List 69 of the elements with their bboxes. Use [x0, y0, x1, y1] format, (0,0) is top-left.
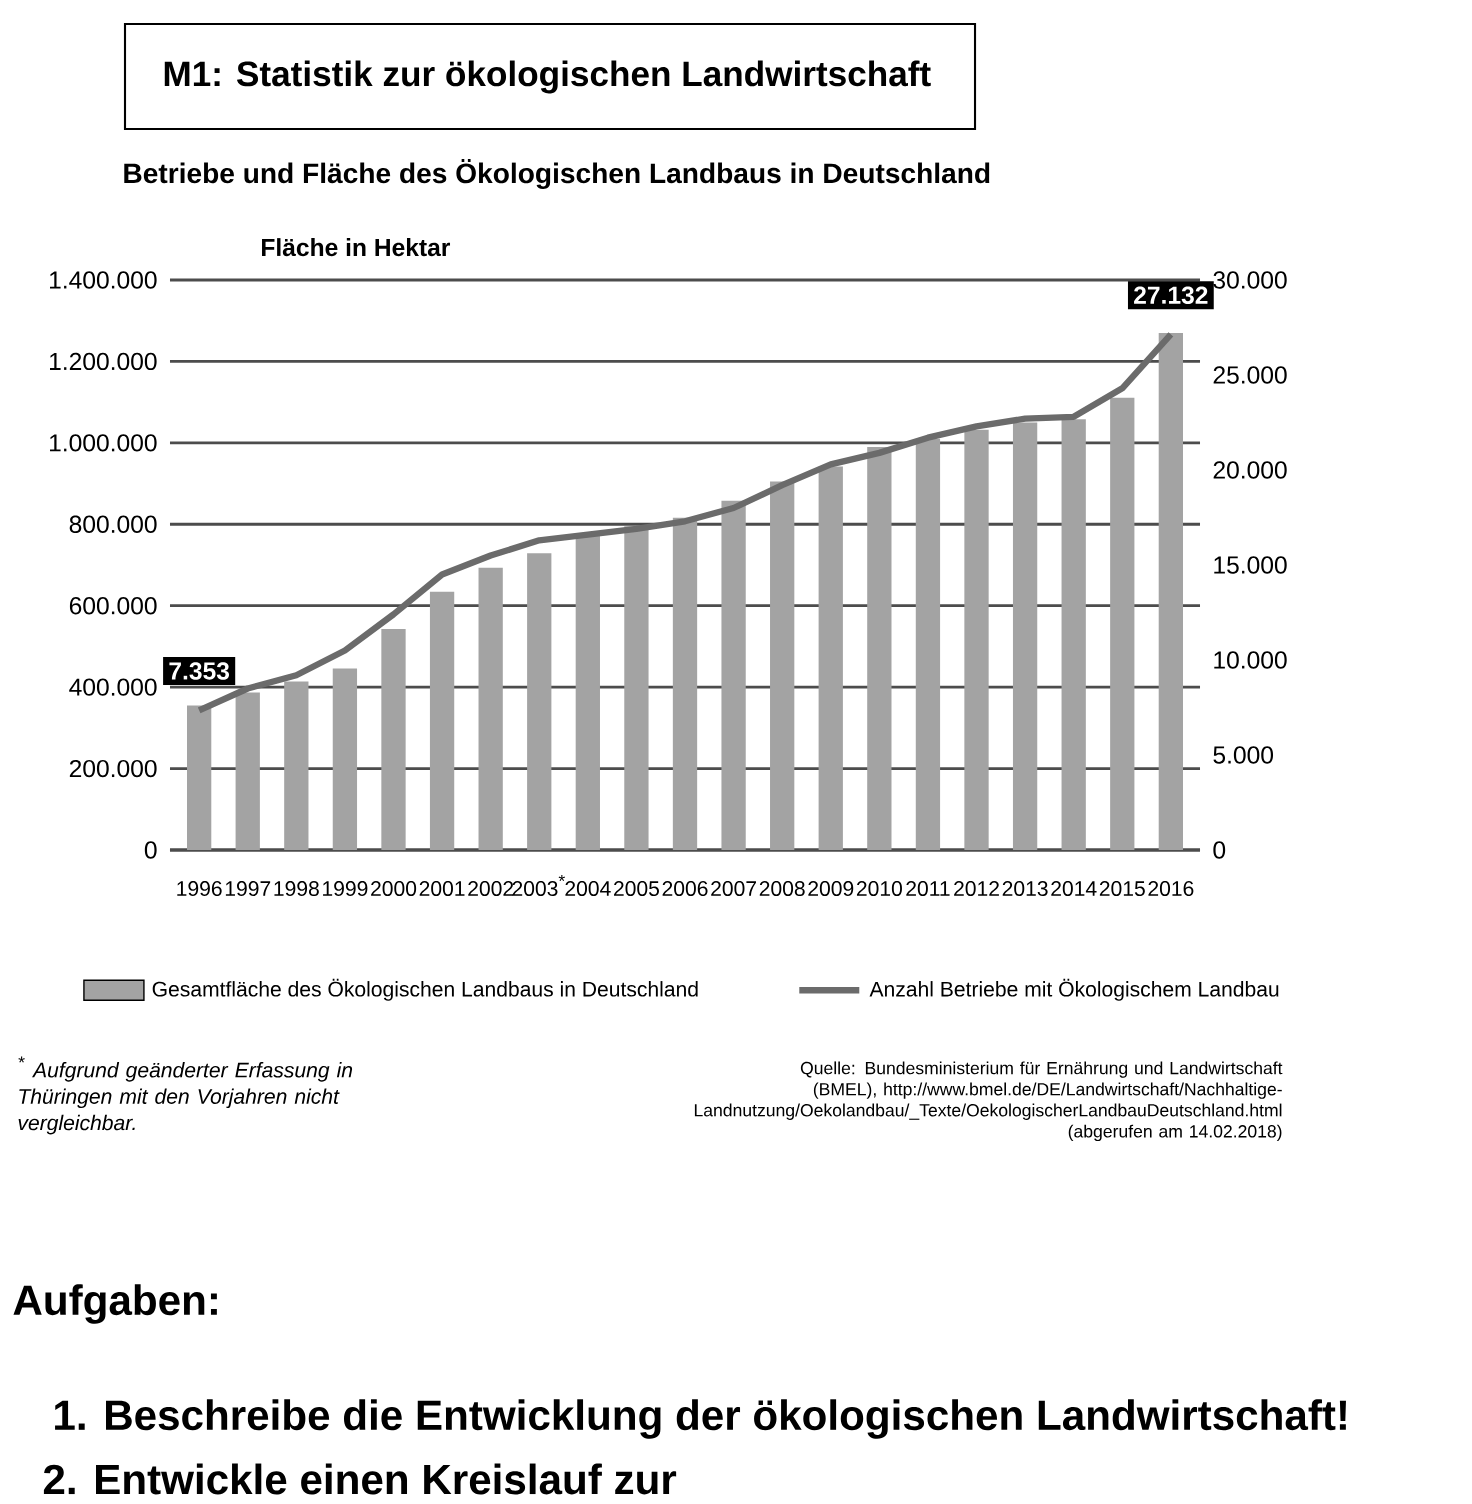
y-tick-label: 200.000 — [69, 759, 157, 778]
bar — [187, 705, 212, 850]
bar — [1110, 397, 1135, 850]
y2-tick-label: 5.000 — [1213, 746, 1274, 764]
bar — [478, 567, 503, 850]
x-tick-label: 2016 — [1148, 881, 1194, 897]
x-tick-label: 2002 — [468, 881, 514, 897]
y-tick-label: 1.200.000 — [50, 352, 157, 371]
text: 1. Beschreibe die Entwicklung der ökologischen Landwirtschaft! — [55, 1399, 1346, 1439]
chart-subtitle: Betriebe und Fläche des Ökologischen Landbaus in Deutschland — [124, 158, 990, 189]
x-tick-label: 1997 — [225, 881, 271, 897]
bar — [1012, 422, 1038, 850]
bar — [770, 481, 795, 850]
x-tick-label: 2008 — [759, 881, 805, 897]
x-tick-label: 2005 — [614, 881, 659, 897]
x-tick-label: 2004 — [565, 881, 611, 897]
x-tick-label: 2003$^{*}$ — [512, 874, 565, 897]
x-tick-label: 2012 — [954, 881, 999, 897]
y-tick-label: 600.000 — [69, 597, 157, 615]
bar — [1158, 332, 1183, 850]
x-tick-label: 2006 — [662, 881, 708, 897]
y-axis-title: Fläche in Hektar — [262, 238, 451, 257]
bar — [527, 553, 552, 850]
bar — [818, 466, 843, 850]
y2-tick-label: 10.000 — [1214, 651, 1287, 669]
y2-tick-label: 0 — [1213, 841, 1226, 859]
bar — [235, 692, 260, 850]
y-tick-label: 400.000 — [69, 678, 157, 696]
bar — [915, 438, 941, 850]
bar — [575, 534, 600, 850]
text: $^{*}$ Aufgrund geänderter Erfassung in Thüringen mit den Vorjahren nicht vergleichbar. — [18, 1056, 353, 1135]
x-tick-label: 1998 — [274, 881, 319, 897]
x-tick-label: 2000 — [371, 881, 417, 897]
bar — [672, 517, 698, 850]
bar — [867, 446, 892, 850]
text: Aufgaben: — [13, 1284, 217, 1324]
data-label: 7.353 — [169, 662, 230, 680]
y2-tick-label: 20.000 — [1213, 461, 1287, 479]
bar — [429, 591, 455, 850]
bar — [964, 429, 989, 850]
x-tick-label: 2011 — [906, 881, 950, 897]
y-tick-label: 1.400.000 — [50, 271, 157, 289]
x-tick-label: 2010 — [856, 881, 902, 897]
x-tick-label: 2015 — [1099, 881, 1145, 897]
y-tick-label: 0 — [144, 841, 157, 859]
bar — [1061, 419, 1086, 850]
chart-title: M1: Statistik zur ökologischen Landwirtschaft — [164, 60, 931, 94]
x-tick-label: 1999 — [323, 881, 368, 897]
y-tick-label: 1.000.000 — [50, 434, 157, 452]
x-tick-label: 2001 — [419, 881, 465, 897]
bar — [624, 526, 649, 850]
legend-label: Anzahl Betriebe mit Ökologischem Landbau — [869, 978, 1279, 1001]
x-tick-label: 2014 — [1051, 881, 1097, 897]
y2-tick-label: 15.000 — [1214, 556, 1287, 574]
text: 2. Entwickle einen Kreislauf zur — [43, 1463, 677, 1495]
bar — [381, 628, 406, 850]
x-tick-label: 2007 — [711, 881, 756, 897]
x-tick-label: 1996 — [177, 881, 222, 897]
y-tick-label: 800.000 — [69, 515, 157, 533]
bar — [332, 668, 358, 850]
y2-tick-label: 25.000 — [1213, 366, 1287, 384]
y2-tick-label: 30.000 — [1213, 271, 1287, 289]
bar — [284, 681, 309, 850]
x-tick-label: 2009 — [808, 881, 854, 897]
legend-label: Gesamtfläche des Ökologischen Landbaus in Deutschland — [152, 978, 698, 1001]
x-tick-label: 2013 — [1002, 881, 1048, 897]
source-note: Quelle: Bundesministerium für Ernährung und Landwirtschaft (BMEL), http://www.bmel.de/DE/Landwirtschaft/Nachhaltige-Landnutzung/Oekolandbau/_Texte/OekologischerLandbauDeutschland.html (abgerufen am 14.02.2018) — [694, 1061, 1283, 1142]
data-label: 27.132 — [1134, 286, 1208, 304]
bar — [721, 500, 746, 850]
